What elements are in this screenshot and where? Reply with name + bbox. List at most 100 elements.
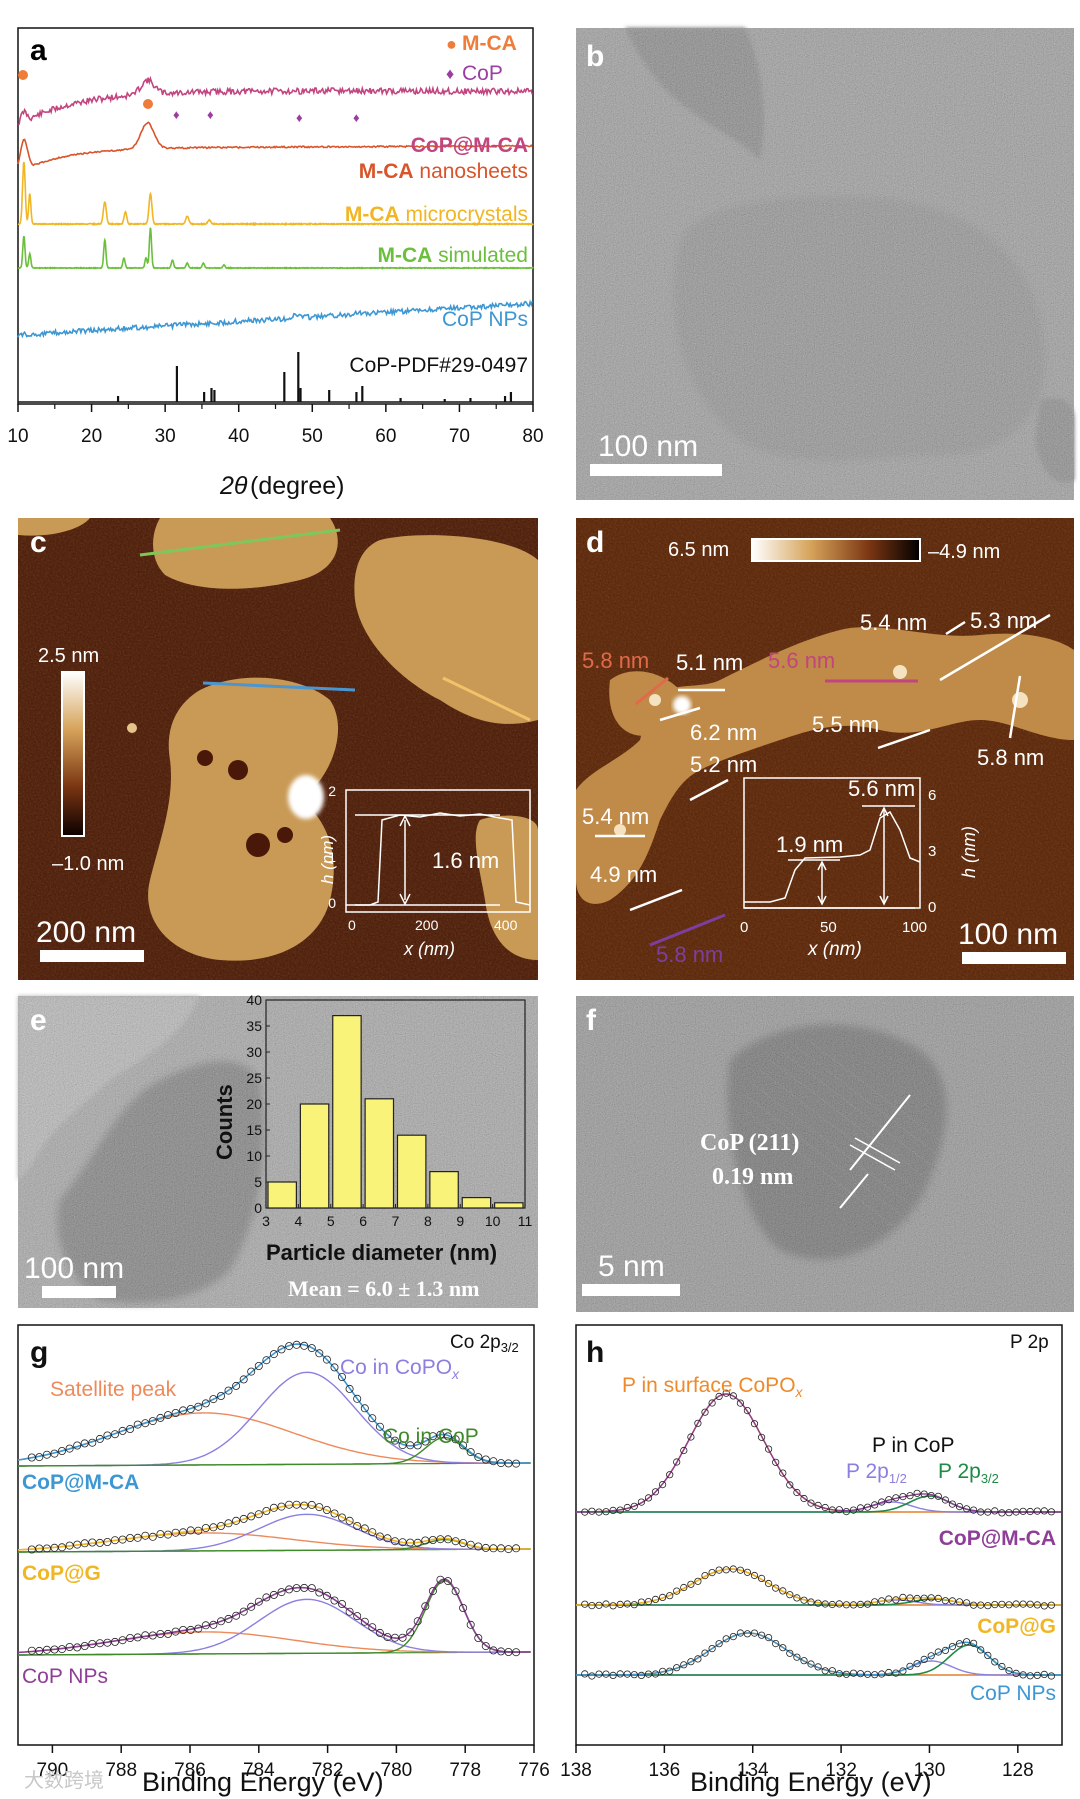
xps-data-point xyxy=(292,1500,301,1509)
hist-bar xyxy=(299,1103,330,1209)
xps-data-point xyxy=(863,1670,872,1678)
xps-component xyxy=(18,1538,531,1553)
xps-data-point xyxy=(1033,1671,1041,1680)
xps-data-point xyxy=(750,1571,759,1580)
xps-data-point xyxy=(247,1512,256,1521)
xps-data-point xyxy=(375,1628,384,1637)
scale-bar-f xyxy=(582,1284,680,1296)
xps-data-point xyxy=(616,1600,624,1609)
xps-data-point xyxy=(977,1646,985,1654)
xps-data-point xyxy=(118,1426,127,1435)
mca-peak-marker xyxy=(18,70,28,80)
xps-data-point xyxy=(793,1653,801,1661)
xps-data-point xyxy=(722,1389,730,1397)
xps-data-point xyxy=(595,1601,603,1609)
xps-data-point xyxy=(807,1598,815,1606)
height-label: 4.9 nm xyxy=(590,862,657,887)
xps-data-point xyxy=(474,1453,483,1462)
xps-data-point xyxy=(292,1340,301,1349)
xps-data-point xyxy=(65,1643,74,1652)
xps-data-point xyxy=(651,1595,660,1604)
guide-arrow xyxy=(849,1094,911,1171)
xps-data-point xyxy=(800,1494,808,1503)
hist-y-tick-label: 10 xyxy=(246,1148,262,1164)
xps-data-point xyxy=(80,1642,89,1651)
x-tick-label: 786 xyxy=(174,1760,206,1781)
x-tick-label: 30 xyxy=(155,426,176,447)
xps-data-point xyxy=(156,1413,165,1422)
xps-data-point xyxy=(239,1607,248,1616)
sample-label-cop-g-h: CoP@G xyxy=(977,1615,1056,1638)
hist-bar xyxy=(461,1196,492,1209)
xps-data-point xyxy=(743,1630,752,1638)
xps-data-point xyxy=(616,1506,624,1514)
xps-data-point xyxy=(793,1488,801,1497)
profile-line-purple xyxy=(649,913,726,947)
x-tick-label: 20 xyxy=(81,426,102,447)
x-axis-ticks-h: 138 136 134 132 130 128 xyxy=(560,1745,1034,1781)
xps-data-point xyxy=(436,1430,445,1439)
xps-data-point xyxy=(95,1538,104,1547)
xps-data-point xyxy=(786,1649,794,1657)
xps-data-point xyxy=(1012,1600,1020,1608)
xps-data-point xyxy=(80,1439,89,1448)
scale-bar-label-e: 100 nm xyxy=(24,1252,124,1285)
hist-y-tick-label: 15 xyxy=(246,1122,262,1138)
xps-data-point xyxy=(673,1664,681,1672)
xps-data-point xyxy=(835,1670,843,1678)
panel-e-tem-histogram: e 3 4 5 6 7 8 9 10 11 0 5 10 15 20 25 30 35 40 Counts Par… xyxy=(18,992,538,1308)
xps-data-point xyxy=(849,1669,858,1677)
xps-data-point xyxy=(856,1600,865,1609)
hist-x-tick-label: 5 xyxy=(327,1213,335,1229)
height-label: 6.2 nm xyxy=(690,720,757,745)
xps-data-point xyxy=(315,1588,324,1597)
xps-data-point xyxy=(443,1432,452,1441)
hist-x-title: Particle diameter (nm) xyxy=(266,1240,497,1265)
xps-data-point xyxy=(835,1600,843,1608)
colorbar-max-d: 6.5 nm xyxy=(668,539,729,561)
xps-data-point xyxy=(602,1670,610,1678)
xps-data-point xyxy=(779,1644,787,1652)
xps-data-point xyxy=(856,1504,865,1512)
xps-data-point xyxy=(133,1420,142,1429)
xps-data-point xyxy=(360,1404,369,1413)
xps-data-point xyxy=(687,1658,695,1666)
xps-data-point xyxy=(504,1648,513,1657)
xps-data-point xyxy=(459,1441,468,1450)
xps-data-point xyxy=(687,1433,695,1441)
xps-data-point xyxy=(941,1597,950,1605)
xps-data-point xyxy=(254,1510,263,1519)
x-axis-ticks: 10 20 30 40 50 60 70 80 xyxy=(7,404,544,447)
xps-data-point xyxy=(934,1492,942,1500)
xps-data-point xyxy=(658,1481,667,1489)
xps-data-point xyxy=(489,1544,498,1553)
xps-data-point xyxy=(103,1638,112,1647)
xps-data-point xyxy=(398,1633,407,1642)
xps-data-point xyxy=(111,1430,120,1439)
sample-label-cop-mca-h: CoP@M-CA xyxy=(939,1527,1056,1550)
hist-x-tick-label: 7 xyxy=(392,1213,400,1229)
xps-data-point xyxy=(962,1599,971,1607)
inset-arrowheads xyxy=(817,860,827,906)
x-tick-label: 790 xyxy=(37,1760,69,1781)
xps-data-point xyxy=(163,1411,172,1420)
tem-texture xyxy=(576,28,1074,500)
xps-data-point xyxy=(163,1530,172,1539)
xps-data-point xyxy=(1033,1601,1041,1609)
hist-bars xyxy=(267,1014,524,1209)
scale-bar-label-b: 100 nm xyxy=(598,430,698,463)
xps-data-point xyxy=(644,1598,653,1606)
xps-data-point xyxy=(906,1492,914,1500)
co-cop-label: Co in CoP xyxy=(383,1425,479,1448)
xps-data-point xyxy=(307,1584,316,1593)
fringe-marker xyxy=(849,1144,896,1171)
xps-data-point xyxy=(504,1545,513,1554)
xps-data-point xyxy=(126,1534,135,1543)
xps-data-point xyxy=(406,1628,415,1637)
xps-data-point xyxy=(141,1419,150,1428)
xps-data-point xyxy=(224,1614,233,1623)
cop-peak-marker: ♦ xyxy=(296,110,303,125)
xps-data-point xyxy=(892,1596,900,1604)
xps-data-point xyxy=(224,1386,233,1395)
xps-data-point xyxy=(927,1594,935,1602)
